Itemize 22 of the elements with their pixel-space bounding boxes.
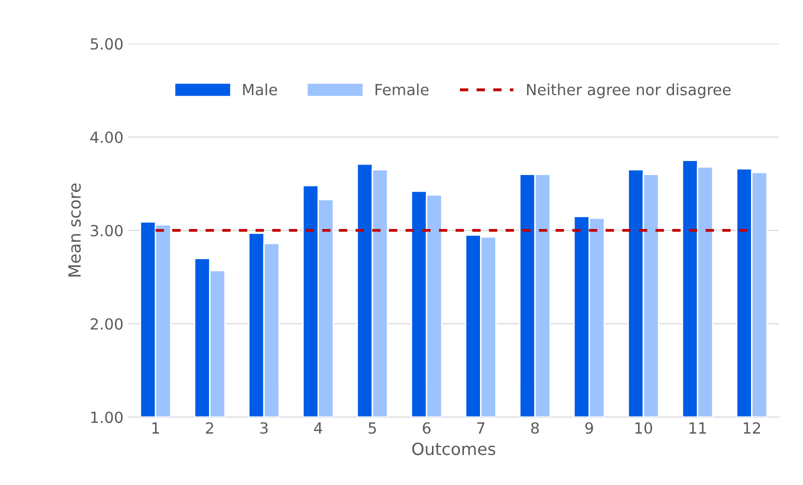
x-axis-title: Outcomes: [412, 442, 496, 456]
y-axis-title: Mean score: [68, 184, 81, 276]
y-tick-label: 5.00: [90, 38, 123, 50]
y-tick-label: 2.00: [90, 318, 123, 330]
legend-label: Male: [243, 84, 278, 96]
x-tick-label: 5: [368, 422, 376, 434]
legend-label: Neither agree nor disagree: [527, 84, 731, 98]
x-tick-label: 8: [531, 422, 539, 434]
y-tick-label: 1.00: [91, 412, 123, 424]
x-tick-label: 6: [422, 422, 430, 434]
x-tick-label: 10: [635, 422, 652, 434]
legend-label: Female: [376, 84, 429, 96]
x-tick-label: 3: [260, 422, 268, 434]
x-tick-label: 11: [690, 422, 706, 434]
y-tick-label: 4.00: [90, 131, 123, 144]
x-tick-label: 2: [206, 422, 214, 434]
x-tick-label: 9: [585, 422, 593, 434]
y-tick-label: 3.00: [90, 224, 123, 236]
x-tick-label: 7: [477, 422, 484, 434]
x-tick-label: 4: [314, 422, 322, 434]
x-tick-label: 1: [152, 422, 160, 434]
x-tick-label: 12: [744, 422, 760, 434]
